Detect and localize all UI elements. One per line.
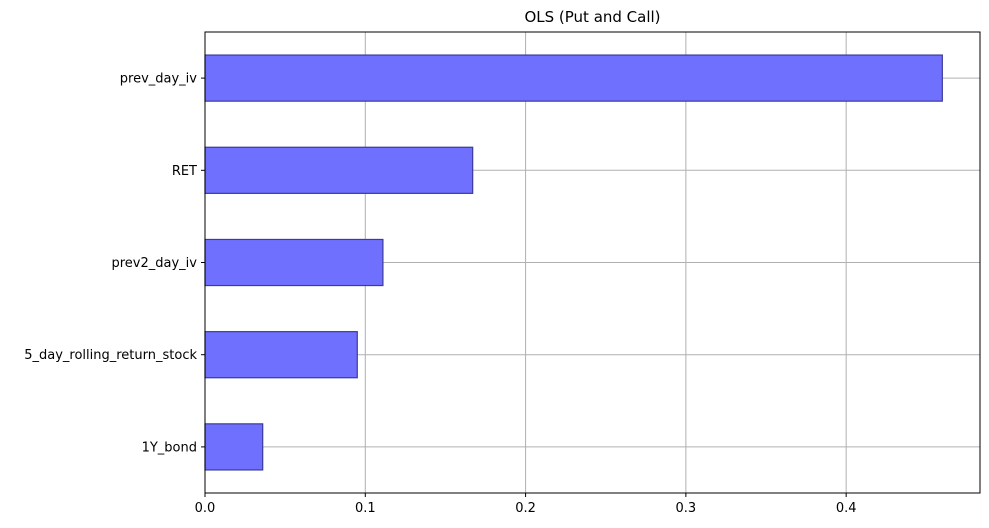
bar-ret — [204, 146, 474, 194]
x-tick-label: 0.0 — [195, 501, 216, 516]
x-tick-label: 0.4 — [836, 501, 857, 516]
x-axis-ticks: 0.0 0.1 0.2 0.3 0.4 — [195, 493, 857, 516]
category-label: RET — [172, 164, 197, 179]
bar-prev-day-iv — [204, 54, 943, 102]
bar-1y-bond — [204, 423, 264, 471]
category-label: 5_day_rolling_return_stock — [24, 348, 197, 363]
category-label: prev_day_iv — [120, 72, 198, 87]
bars — [204, 54, 943, 471]
bar-5-day-rolling-return-stock — [204, 331, 358, 379]
chart-title: OLS (Put and Call) — [524, 8, 660, 26]
category-label: prev2_day_iv — [112, 256, 198, 271]
x-tick-label: 0.3 — [676, 501, 697, 516]
x-tick-label: 0.2 — [515, 501, 536, 516]
bar-prev2-day-iv — [204, 238, 384, 287]
x-tick-label: 0.1 — [355, 501, 376, 516]
y-axis-ticks: prev_day_iv RET prev2_day_iv 5_day_rolling_… — [24, 72, 205, 455]
category-label: 1Y_bond — [142, 440, 197, 455]
